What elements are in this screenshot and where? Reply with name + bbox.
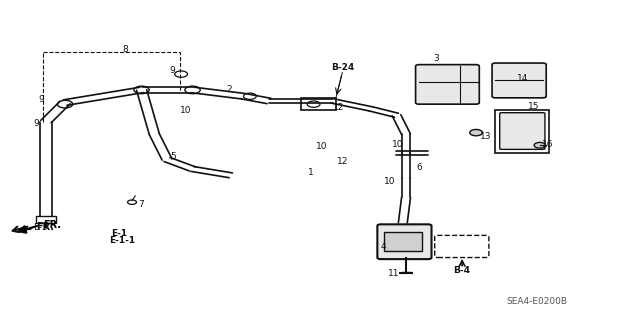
FancyBboxPatch shape [378, 224, 431, 259]
Circle shape [127, 200, 136, 204]
Text: 9: 9 [170, 66, 175, 76]
FancyBboxPatch shape [492, 63, 546, 98]
Circle shape [175, 71, 188, 77]
Text: 7: 7 [139, 200, 145, 209]
Text: 10: 10 [392, 140, 403, 149]
Text: 8: 8 [123, 45, 129, 54]
Circle shape [244, 93, 256, 100]
Text: E-1-1: E-1-1 [109, 236, 136, 245]
Text: 3: 3 [433, 54, 439, 63]
Text: FR.: FR. [20, 222, 54, 233]
Circle shape [58, 100, 73, 108]
Text: 10: 10 [316, 142, 328, 151]
Circle shape [134, 86, 149, 94]
Text: 10: 10 [385, 176, 396, 186]
Text: 4: 4 [381, 242, 387, 251]
Text: 2: 2 [227, 85, 232, 94]
FancyBboxPatch shape [435, 235, 489, 257]
Text: FR.: FR. [43, 220, 61, 230]
Text: 16: 16 [542, 140, 554, 149]
Text: E-1: E-1 [111, 229, 127, 238]
Text: 12: 12 [337, 157, 348, 166]
Circle shape [185, 86, 200, 94]
Text: 15: 15 [528, 102, 540, 111]
Text: 9: 9 [33, 119, 39, 128]
Text: B-24: B-24 [331, 63, 354, 72]
FancyBboxPatch shape [500, 113, 545, 149]
FancyBboxPatch shape [415, 65, 479, 104]
Text: 14: 14 [517, 74, 529, 83]
Bar [384, 232, 422, 251]
Circle shape [307, 101, 320, 107]
Text: 12: 12 [333, 103, 345, 112]
Text: 11: 11 [388, 269, 399, 278]
Bar [301, 98, 336, 110]
Text: SEA4-E0200B: SEA4-E0200B [506, 297, 567, 306]
Text: 9: 9 [38, 95, 44, 104]
Text: 5: 5 [171, 152, 176, 161]
Text: B-4: B-4 [454, 266, 470, 275]
Text: 13: 13 [480, 132, 492, 141]
Circle shape [470, 130, 483, 136]
Text: E-3: E-3 [33, 223, 48, 232]
Circle shape [534, 142, 545, 148]
Text: 6: 6 [416, 163, 422, 172]
Text: 10: 10 [180, 106, 192, 115]
Bar [36, 216, 56, 223]
Text: 1: 1 [308, 168, 314, 177]
Bar [495, 110, 549, 153]
